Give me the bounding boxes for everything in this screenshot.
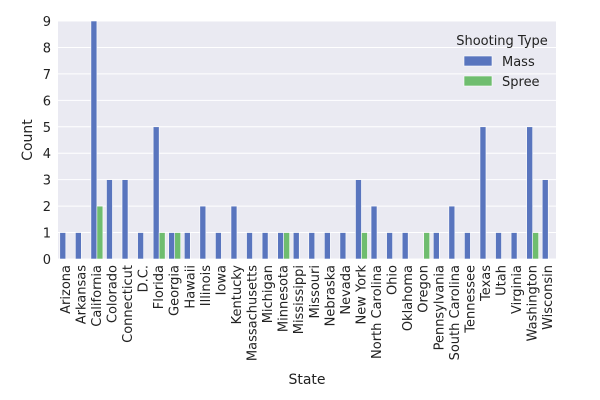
bars	[59, 20, 549, 260]
y-axis-title: Count	[20, 119, 36, 161]
bar-mass	[541, 179, 549, 260]
bar-spree	[532, 232, 539, 260]
legend-swatch	[463, 55, 493, 67]
bar-mass	[324, 232, 331, 260]
x-tick-label: Hawaii	[183, 265, 198, 309]
x-tick-label: Minnesota	[277, 265, 292, 332]
x-tick-label: Kentucky	[230, 265, 245, 325]
y-tick-label: 8	[43, 41, 51, 56]
bar-mass	[355, 179, 362, 260]
bar-mass	[370, 205, 378, 260]
x-tick-label: Mississippi	[292, 265, 307, 334]
bar-mass	[199, 205, 207, 260]
bar-mass	[292, 232, 300, 260]
bar-mass	[510, 232, 518, 260]
x-tick-label: Iowa	[214, 265, 229, 295]
bar-spree	[361, 232, 368, 260]
x-tick-label: Virginia	[510, 265, 525, 314]
bar-mass	[183, 232, 191, 260]
bar-mass	[168, 232, 176, 260]
bar-mass	[121, 179, 129, 260]
x-tick-label: Ohio	[386, 265, 401, 295]
bar-mass	[479, 126, 487, 260]
bar-mass	[90, 20, 98, 260]
x-tick-label: Pennsylvania	[432, 265, 447, 350]
x-tick-label: South Carolina	[448, 265, 463, 360]
y-tick-label: 2	[43, 200, 51, 215]
x-tick-label: Texas	[479, 265, 494, 302]
x-tick-label: Wisconsin	[541, 265, 556, 330]
x-tick-label: Florida	[152, 265, 167, 309]
x-tick-label: Michigan	[261, 265, 276, 323]
y-axis-ticks: 0 1 2 3 4 5 6 7 8 9	[43, 15, 51, 268]
bar-mass	[432, 232, 440, 260]
bar-mass	[495, 232, 502, 260]
x-tick-label: D.C.	[137, 265, 152, 292]
x-tick-label: Utah	[495, 265, 510, 296]
x-tick-label: North Carolina	[370, 265, 385, 359]
bar-spree	[158, 232, 166, 260]
x-tick-label: Oklahoma	[401, 265, 416, 331]
bar-mass	[401, 232, 409, 260]
bar-spree	[174, 232, 182, 260]
bar-mass	[230, 205, 238, 260]
x-tick-label: Nebraska	[323, 265, 338, 326]
y-tick-label: 5	[43, 121, 51, 136]
y-tick-label: 4	[43, 147, 51, 162]
x-tick-label: Massachusetts	[246, 265, 261, 361]
bar-mass	[261, 232, 269, 260]
bar-mass	[137, 232, 144, 260]
bar-mass	[339, 232, 347, 260]
x-tick-label: Arkansas	[74, 265, 89, 324]
bar-mass	[59, 232, 67, 260]
bar-mass	[277, 232, 284, 260]
bar-mass	[106, 179, 113, 260]
y-tick-label: 0	[43, 253, 51, 268]
x-tick-label: Nevada	[339, 265, 354, 315]
y-tick-label: 3	[43, 174, 51, 189]
bar-mass	[526, 126, 533, 260]
x-tick-label: Arizona	[59, 265, 74, 314]
legend-swatch	[463, 75, 493, 87]
x-tick-label: Missouri	[308, 265, 323, 319]
legend-items: Mass Spree	[463, 55, 540, 90]
x-tick-label: Connecticut	[121, 265, 136, 343]
bar-mass	[386, 232, 393, 260]
y-tick-label: 1	[43, 227, 51, 242]
bar-mass	[246, 232, 253, 260]
legend: Shooting Type Mass Spree	[456, 34, 548, 90]
bar-mass	[152, 126, 160, 260]
bar-mass	[215, 232, 222, 260]
x-tick-label: Tennessee	[463, 265, 478, 334]
x-tick-label: Georgia	[168, 265, 183, 316]
x-tick-label: New York	[354, 265, 369, 325]
gridlines	[58, 20, 556, 260]
bar-mass	[464, 232, 471, 260]
legend-title: Shooting Type	[456, 34, 548, 49]
y-tick-label: 7	[43, 68, 51, 83]
bar-spree	[423, 232, 431, 260]
x-axis-ticks: Arizona Arkansas California Colorado Connect…	[59, 265, 556, 362]
x-tick-label: Oregon	[417, 265, 432, 313]
x-tick-label: Washington	[526, 265, 541, 341]
legend-label: Spree	[502, 75, 540, 90]
x-tick-label: California	[90, 265, 105, 327]
bar-spree	[283, 232, 290, 260]
x-axis-title: State	[288, 372, 325, 388]
bar-mass	[448, 205, 456, 260]
bar-spree	[96, 205, 104, 260]
bar-mass	[75, 232, 82, 260]
x-tick-label: Colorado	[105, 265, 120, 323]
y-tick-label: 6	[43, 94, 51, 109]
y-tick-label: 9	[43, 15, 51, 30]
legend-label: Mass	[502, 55, 535, 70]
bar-mass	[308, 232, 316, 260]
x-tick-label: Illinois	[199, 265, 214, 306]
